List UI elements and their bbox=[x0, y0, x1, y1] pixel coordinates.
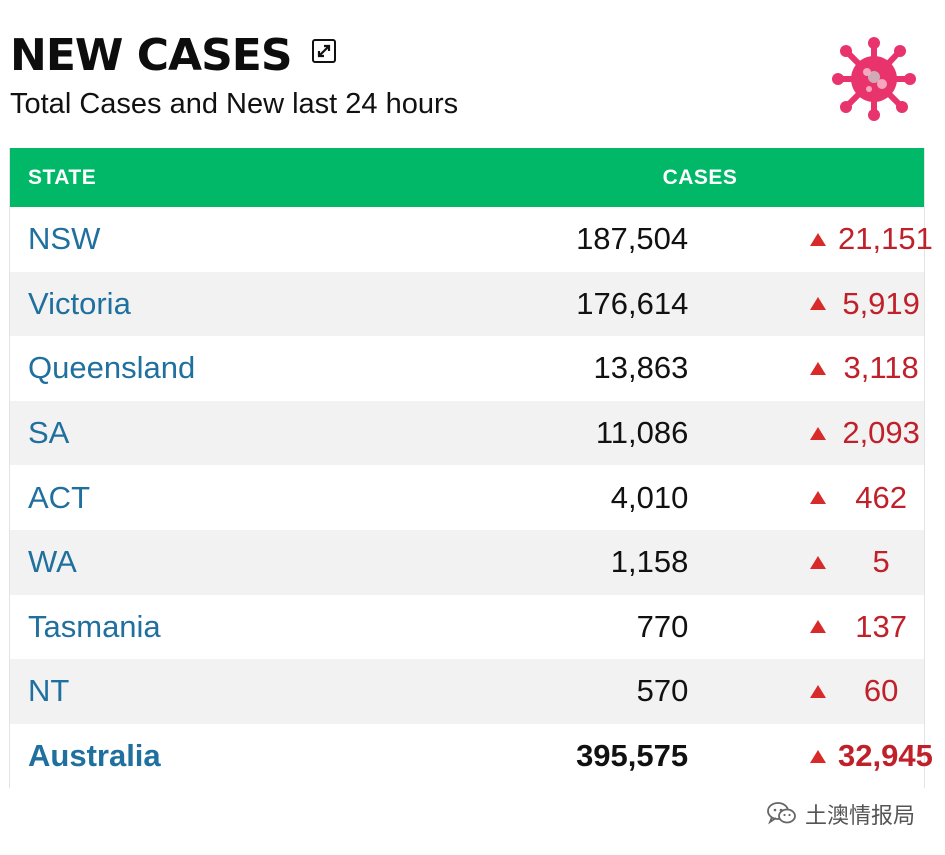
total-cases: 395,575 bbox=[576, 738, 689, 774]
state-link[interactable]: NSW bbox=[28, 221, 101, 257]
column-header-state: STATE bbox=[28, 165, 97, 189]
total-row: Australia 395,575 32,945 bbox=[10, 723, 933, 789]
new-cases: 3,118 bbox=[843, 350, 919, 386]
wechat-icon bbox=[767, 802, 796, 825]
table-row: Queensland 13,863 3,118 bbox=[10, 336, 924, 401]
cases-table: STATE CASES NSW 187,504 21,151 Victoria … bbox=[9, 148, 933, 789]
card-header: NEW CASES Total Cases and New last 24 ho… bbox=[10, 26, 930, 146]
triangle-up-icon bbox=[798, 620, 838, 634]
new-cases: 462 bbox=[855, 479, 907, 515]
table-row: NT 570 60 bbox=[10, 659, 924, 724]
table-body: NSW 187,504 21,151 Victoria 176,614 5,91… bbox=[10, 207, 933, 789]
triangle-up-icon bbox=[798, 555, 838, 569]
state-link[interactable]: SA bbox=[28, 415, 70, 451]
triangle-up-icon bbox=[798, 232, 838, 246]
triangle-up-icon bbox=[798, 491, 838, 505]
column-header-cases: CASES bbox=[662, 165, 738, 189]
total-cases: 187,504 bbox=[576, 221, 689, 257]
new-cases: 21,151 bbox=[838, 221, 933, 257]
total-cases: 1,158 bbox=[610, 544, 689, 580]
table-row: SA 11,086 2,093 bbox=[10, 400, 924, 466]
total-cases: 13,863 bbox=[593, 350, 689, 386]
page-title: NEW CASES bbox=[10, 29, 293, 81]
new-cases: 5 bbox=[872, 544, 890, 580]
new-cases: 137 bbox=[855, 608, 907, 644]
state-link[interactable]: ACT bbox=[28, 479, 90, 515]
total-cases: 4,010 bbox=[610, 479, 689, 515]
triangle-up-icon bbox=[798, 426, 838, 440]
title-row: NEW CASES bbox=[10, 26, 930, 84]
table-row: Victoria 176,614 5,919 bbox=[10, 271, 924, 337]
expand-icon[interactable] bbox=[311, 39, 336, 63]
state-link[interactable]: Victoria bbox=[28, 285, 131, 321]
table-row: NSW 187,504 21,151 bbox=[10, 207, 933, 272]
new-cases: 5,919 bbox=[842, 285, 920, 321]
new-cases: 60 bbox=[863, 673, 899, 709]
state-link[interactable]: WA bbox=[28, 544, 77, 580]
table-row: Tasmania 770 137 bbox=[10, 595, 924, 660]
new-cases: 2,093 bbox=[842, 415, 920, 451]
triangle-up-icon bbox=[798, 297, 838, 311]
watermark: 土澳情报局 bbox=[767, 798, 915, 830]
total-cases: 570 bbox=[636, 673, 689, 709]
new-cases: 32,945 bbox=[838, 738, 933, 774]
triangle-up-icon bbox=[798, 749, 838, 763]
triangle-up-icon bbox=[798, 361, 838, 375]
virus-icon bbox=[832, 37, 916, 121]
total-cases: 770 bbox=[636, 608, 689, 644]
state-link[interactable]: NT bbox=[28, 673, 70, 709]
total-cases: 11,086 bbox=[595, 415, 689, 451]
table-header: STATE CASES bbox=[10, 148, 924, 207]
state-link[interactable]: Tasmania bbox=[28, 608, 161, 644]
total-state-link[interactable]: Australia bbox=[28, 738, 161, 774]
table-row: WA 1,158 5 bbox=[10, 529, 924, 595]
table-row: ACT 4,010 462 bbox=[10, 465, 924, 530]
state-link[interactable]: Queensland bbox=[28, 350, 196, 386]
total-cases: 176,614 bbox=[576, 285, 689, 321]
watermark-text: 土澳情报局 bbox=[804, 803, 915, 828]
page-subtitle: Total Cases and New last 24 hours bbox=[10, 88, 459, 120]
triangle-up-icon bbox=[798, 684, 838, 698]
